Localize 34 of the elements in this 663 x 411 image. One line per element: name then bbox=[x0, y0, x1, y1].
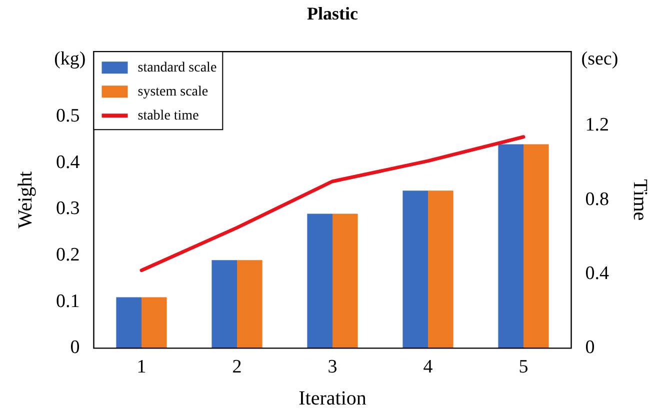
x-tick-label: 4 bbox=[423, 356, 434, 378]
bar bbox=[142, 297, 167, 348]
y-tick-label: 0.1 bbox=[56, 290, 80, 312]
y2-tick-label: 0.4 bbox=[585, 263, 610, 284]
y-tick-label: 0.5 bbox=[56, 105, 80, 126]
y2-tick-label: 0.8 bbox=[585, 188, 609, 210]
bar bbox=[116, 297, 142, 348]
y2-axis-title: Time bbox=[628, 179, 651, 221]
y-axis-title: Weight bbox=[14, 170, 36, 229]
bar bbox=[524, 144, 549, 348]
bar bbox=[212, 260, 237, 348]
chart-title: Plastic bbox=[307, 3, 358, 24]
text: (kg) bbox=[54, 48, 86, 70]
legend-label: stable time bbox=[138, 108, 199, 124]
y2-tick-label: 1.2 bbox=[585, 114, 609, 136]
legend-label: standard scale bbox=[138, 60, 217, 76]
text: (sec) bbox=[581, 48, 618, 70]
x-tick-label: 1 bbox=[136, 356, 146, 378]
bar bbox=[428, 190, 454, 348]
x-axis-title: Iteration bbox=[298, 387, 366, 410]
bar bbox=[402, 190, 428, 348]
y-tick-label: 0 bbox=[70, 337, 80, 358]
legend-label: system scale bbox=[138, 84, 208, 100]
y2-tick-label: 0 bbox=[585, 337, 595, 358]
x-tick-label: 2 bbox=[232, 356, 242, 378]
x-tick-label: 3 bbox=[328, 356, 338, 378]
bar bbox=[332, 214, 358, 348]
bar bbox=[498, 144, 524, 348]
bar bbox=[307, 214, 332, 348]
x-tick-label: 5 bbox=[518, 356, 528, 378]
y-tick-label: 0.3 bbox=[56, 198, 80, 220]
y-tick-label: 0.2 bbox=[56, 244, 80, 266]
y-tick-label: 0.4 bbox=[56, 152, 80, 173]
bar bbox=[237, 260, 262, 348]
